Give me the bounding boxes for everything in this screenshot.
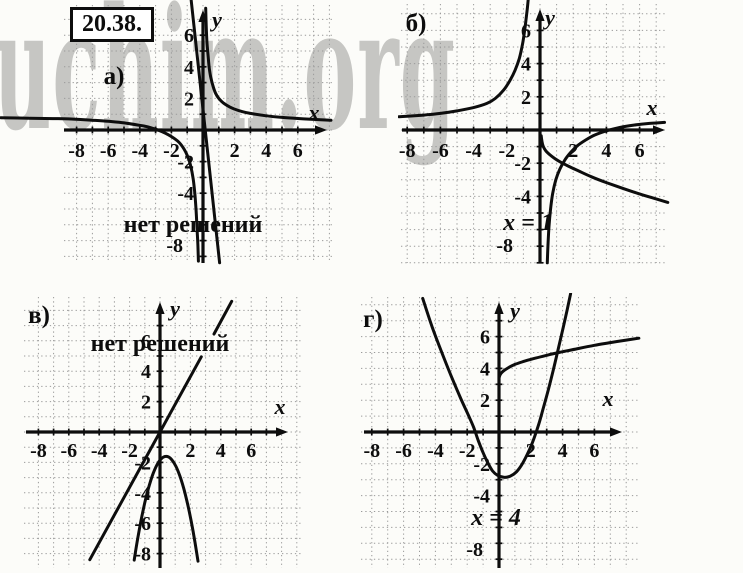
tick-marks — [37, 324, 268, 555]
panel-label: в) — [28, 302, 50, 329]
x-tick-label: -4 — [465, 140, 482, 162]
x-tick-label: -6 — [395, 440, 412, 462]
curve-steep-line — [189, 0, 222, 265]
x-axis-letter: x — [646, 95, 658, 120]
y-tick-label: 6 — [480, 327, 490, 349]
x-tick-label: 4 — [558, 440, 568, 462]
y-tick-label: 2 — [521, 87, 531, 109]
curve-hyperbola-right-branch — [204, 6, 333, 122]
x-axis-letter: x — [308, 100, 320, 125]
curve-straight-line-upper-part — [212, 299, 234, 336]
x-axis-arrow — [610, 427, 622, 437]
y-tick-label: 4 — [521, 54, 531, 76]
x-tick-label: -6 — [432, 140, 449, 162]
panel-label: б) — [406, 10, 427, 37]
x-axis-letter: x — [602, 386, 614, 411]
y-axis-arrow — [494, 302, 504, 314]
x-tick-label: -2 — [163, 140, 180, 162]
x-tick-label: 6 — [635, 140, 645, 162]
y-tick-label: -8 — [134, 544, 151, 566]
answer-text: нет решений — [91, 331, 230, 357]
x-tick-label: 2 — [185, 440, 195, 462]
y-tick-label: -2 — [514, 153, 531, 175]
tick-marks — [370, 319, 596, 561]
curve-upward-parabola — [421, 292, 573, 479]
y-tick-label: 2 — [480, 390, 490, 412]
x-tick-label: -8 — [68, 140, 85, 162]
graph-panel-a: -8 -6 -4 -2 2 4 6 6 4 2 -2 -4 -8 x y а) нет решений — [0, 0, 336, 271]
curve-hyperbola-left-branch — [0, 116, 200, 263]
answer-text: x = 4 — [470, 505, 521, 531]
y-tick-label: 2 — [184, 88, 194, 110]
x-tick-label: -2 — [459, 440, 476, 462]
x-tick-label: -2 — [121, 440, 138, 462]
panel-label: г) — [363, 306, 383, 333]
y-tick-label: -4 — [514, 186, 531, 208]
x-tick-label: -4 — [131, 140, 148, 162]
grid — [361, 297, 640, 568]
graph-panel-b: -8 -6 -4 -2 2 4 6 6 4 2 -2 -4 -8 x y б) x = 1 — [397, 0, 670, 271]
x-tick-label: 4 — [216, 440, 226, 462]
x-axis-arrow — [276, 427, 288, 437]
y-tick-label: 4 — [480, 358, 490, 380]
x-tick-label: 2 — [526, 440, 536, 462]
x-tick-label: -8 — [30, 440, 47, 462]
y-axis-arrow — [155, 302, 165, 314]
x-tick-label: -4 — [427, 440, 444, 462]
x-tick-label: -6 — [100, 140, 117, 162]
y-tick-label: 4 — [141, 361, 151, 383]
y-tick-label: -4 — [473, 486, 490, 508]
grid — [24, 297, 303, 568]
curve-descending-root-curve — [539, 134, 670, 204]
y-axis-letter: y — [542, 5, 555, 30]
curve-straight-line-lower-part — [88, 355, 203, 562]
x-axis-arrow — [653, 125, 665, 135]
x-axis-arrow — [315, 125, 327, 135]
x-tick-label: 6 — [246, 440, 256, 462]
answer-text: x = 1 — [502, 210, 553, 236]
graph-panel-v: -8 -6 -4 -2 2 4 6 6 4 2 -2 -4 -6 -8 x y в) нет решений — [22, 293, 306, 573]
y-tick-label-bottom: -8 — [466, 539, 483, 561]
x-axis-letter: x — [274, 394, 286, 419]
y-tick-label: 4 — [184, 57, 194, 79]
x-tick-label: -8 — [399, 140, 416, 162]
y-tick-label-bottom: -8 — [496, 235, 513, 257]
curve-hyperbola-upper-left-branch — [397, 0, 530, 119]
curve-downward-parabola — [132, 454, 200, 563]
y-axis-letter: y — [209, 7, 222, 32]
y-axis-letter: y — [167, 296, 180, 321]
x-tick-label: 2 — [230, 140, 240, 162]
x-tick-label: 4 — [261, 140, 271, 162]
x-tick-label: 4 — [601, 140, 611, 162]
x-tick-label: -8 — [363, 440, 380, 462]
y-axis-letter: y — [507, 298, 520, 323]
graph-panel-g: -8 -6 -4 -2 2 4 6 6 4 2 -2 -4 -8 x y г) x = 4 — [358, 292, 643, 573]
curve-square-root-curve — [497, 336, 641, 380]
curve-hyperbola-lower-right-branch — [545, 120, 666, 265]
x-tick-label: -6 — [60, 440, 77, 462]
y-tick-label-bottom: -8 — [166, 235, 183, 257]
panel-label: а) — [104, 63, 125, 90]
x-tick-label: -2 — [498, 140, 515, 162]
answer-text: нет решений — [124, 212, 263, 238]
x-tick-label: 6 — [293, 140, 303, 162]
y-axis-arrow — [535, 9, 545, 21]
y-tick-label: 6 — [141, 331, 151, 353]
x-tick-label: -4 — [91, 440, 108, 462]
y-tick-label: -4 — [177, 183, 194, 205]
y-tick-label: 6 — [184, 25, 194, 47]
x-tick-label: 6 — [589, 440, 599, 462]
y-tick-label: 2 — [141, 392, 151, 414]
problem-number-badge: 20.38. — [70, 7, 154, 43]
